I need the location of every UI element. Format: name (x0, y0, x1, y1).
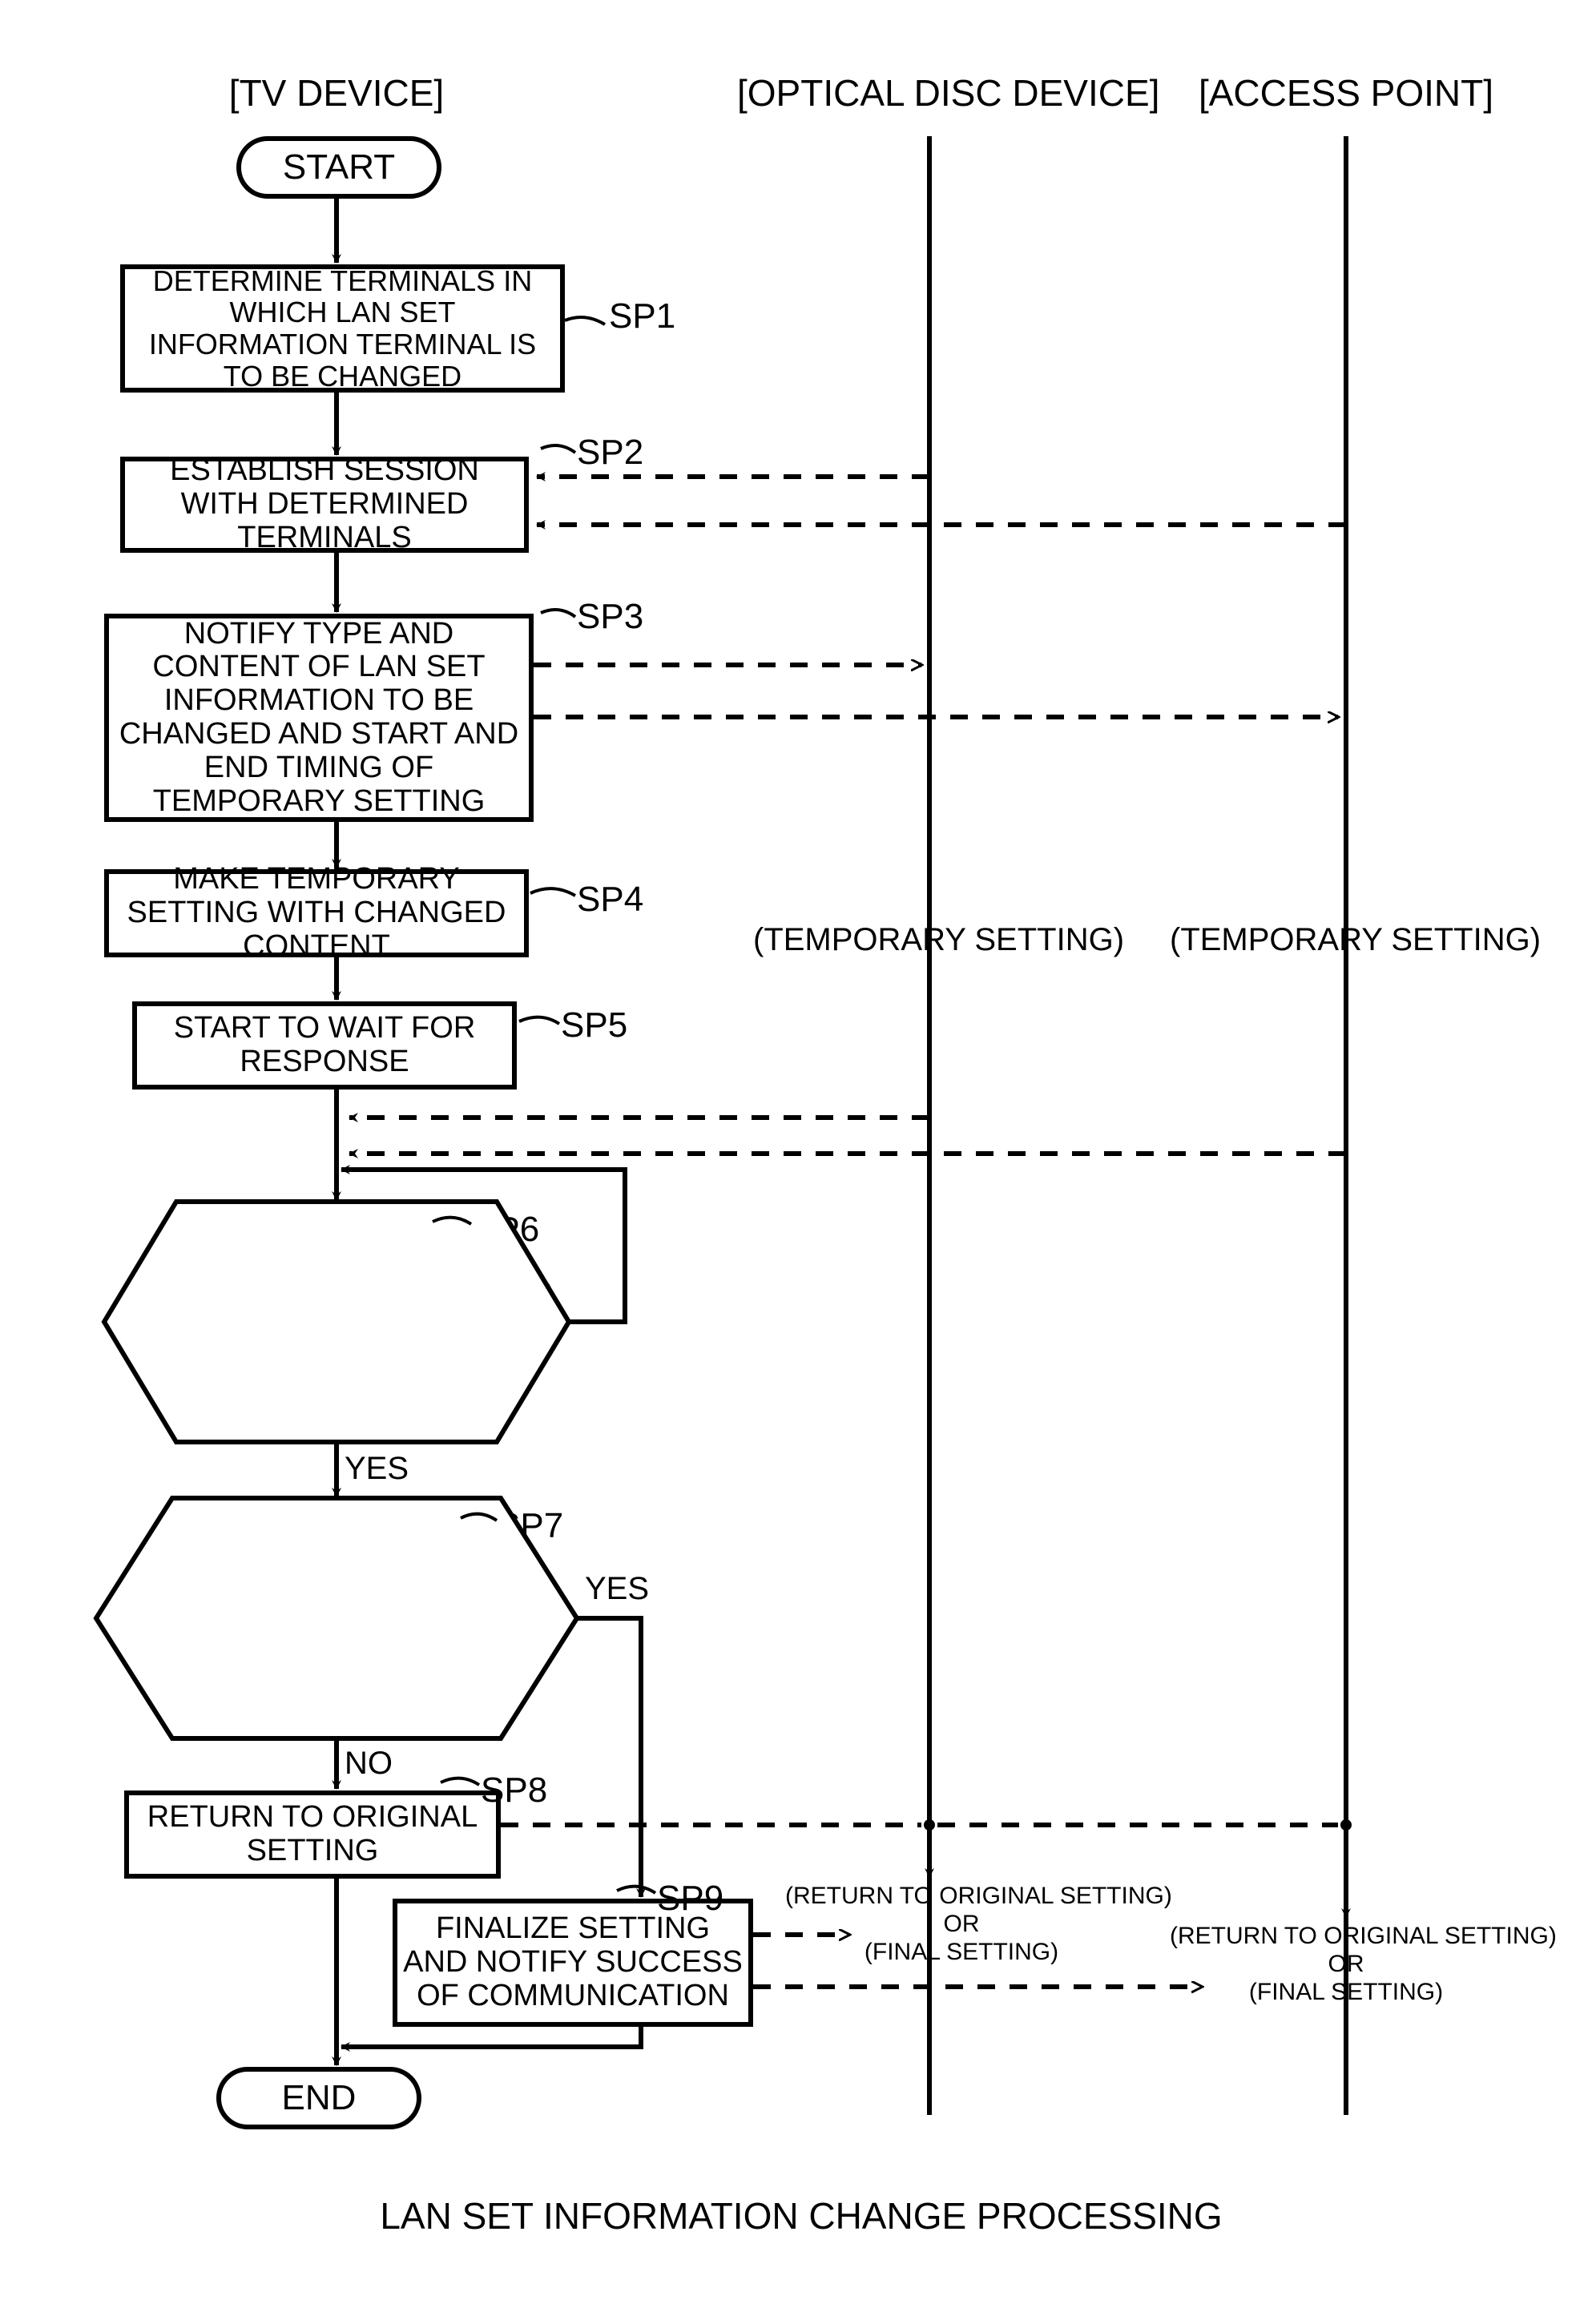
annot-rf1c: (FINAL SETTING) (861, 1939, 1062, 1967)
lane-header-tv: [TV DEVICE] (200, 72, 473, 115)
sp1-id: SP1 (609, 296, 675, 337)
annot-rf2b: OR (1322, 1951, 1370, 1979)
step-sp8-text: RETURN TO ORIGINAL SETTING (132, 1801, 493, 1868)
step-sp2-text: ESTABLISH SESSION WITH DETERMINED TERMIN… (128, 454, 521, 554)
step-sp6-text: HAS PREDETERMINED TIME ELAPSED ? (192, 1250, 481, 1390)
sp3-id: SP3 (577, 597, 643, 638)
sp6-yes: YES (345, 1450, 409, 1487)
step-sp3: NOTIFY TYPE AND CONTENT OF LAN SET INFOR… (104, 614, 534, 822)
start-terminator: START (236, 136, 441, 199)
annot-rf1a: (RETURN TO ORIGINAL SETTING) (785, 1883, 1138, 1911)
step-sp1-text: DETERMINE TERMINALS IN WHICH LAN SET INF… (128, 265, 557, 392)
sp4-id: SP4 (577, 880, 643, 920)
step-sp5: START TO WAIT FOR RESPONSE (132, 1001, 517, 1090)
annot-temp1: (TEMPORARY SETTING) (753, 921, 1106, 958)
sp2-id: SP2 (577, 433, 643, 473)
diagram-title: LAN SET INFORMATION CHANGE PROCESSING (361, 2195, 1242, 2238)
step-sp9-text: FINALIZE SETTING AND NOTIFY SUCCESS OF C… (401, 1912, 745, 2012)
step-sp1: DETERMINE TERMINALS IN WHICH LAN SET INF… (120, 264, 565, 393)
step-sp3-text: NOTIFY TYPE AND CONTENT OF LAN SET INFOR… (112, 618, 526, 819)
lane-header-ap: [ACCESS POINT] (1186, 72, 1506, 115)
sp7-yes: YES (585, 1570, 649, 1607)
step-sp7-text: ARE RESPONSES RECEIVED FROM ALL TEMPORAR… (184, 1550, 489, 1683)
step-sp2: ESTABLISH SESSION WITH DETERMINED TERMIN… (120, 457, 529, 553)
sp6-id: SP6 (473, 1210, 539, 1251)
step-sp8: RETURN TO ORIGINAL SETTING (124, 1790, 501, 1879)
end-terminator: END (216, 2067, 421, 2129)
annot-temp2: (TEMPORARY SETTING) (1170, 921, 1522, 958)
sp7-id: SP7 (497, 1506, 563, 1547)
sp8-id: SP8 (481, 1770, 547, 1811)
annot-rf2c: (FINAL SETTING) (1246, 1979, 1446, 2007)
annot-rf1b: OR (937, 1911, 985, 1939)
sp7-no: NO (345, 1745, 393, 1782)
sp9-id: SP9 (657, 1879, 723, 1919)
step-sp4: MAKE TEMPORARY SETTING WITH CHANGED CONT… (104, 869, 529, 957)
end-label: END (282, 2078, 357, 2118)
annot-rf2a: (RETURN TO ORIGINAL SETTING) (1170, 1923, 1522, 1951)
step-sp4-text: MAKE TEMPORARY SETTING WITH CHANGED CONT… (112, 863, 521, 963)
sp5-id: SP5 (561, 1005, 627, 1046)
lane-header-optical: [OPTICAL DISC DEVICE] (737, 72, 1122, 115)
step-sp5-text: START TO WAIT FOR RESPONSE (140, 1012, 509, 1079)
start-label: START (283, 147, 395, 187)
sp6-no: NO (505, 1274, 553, 1311)
